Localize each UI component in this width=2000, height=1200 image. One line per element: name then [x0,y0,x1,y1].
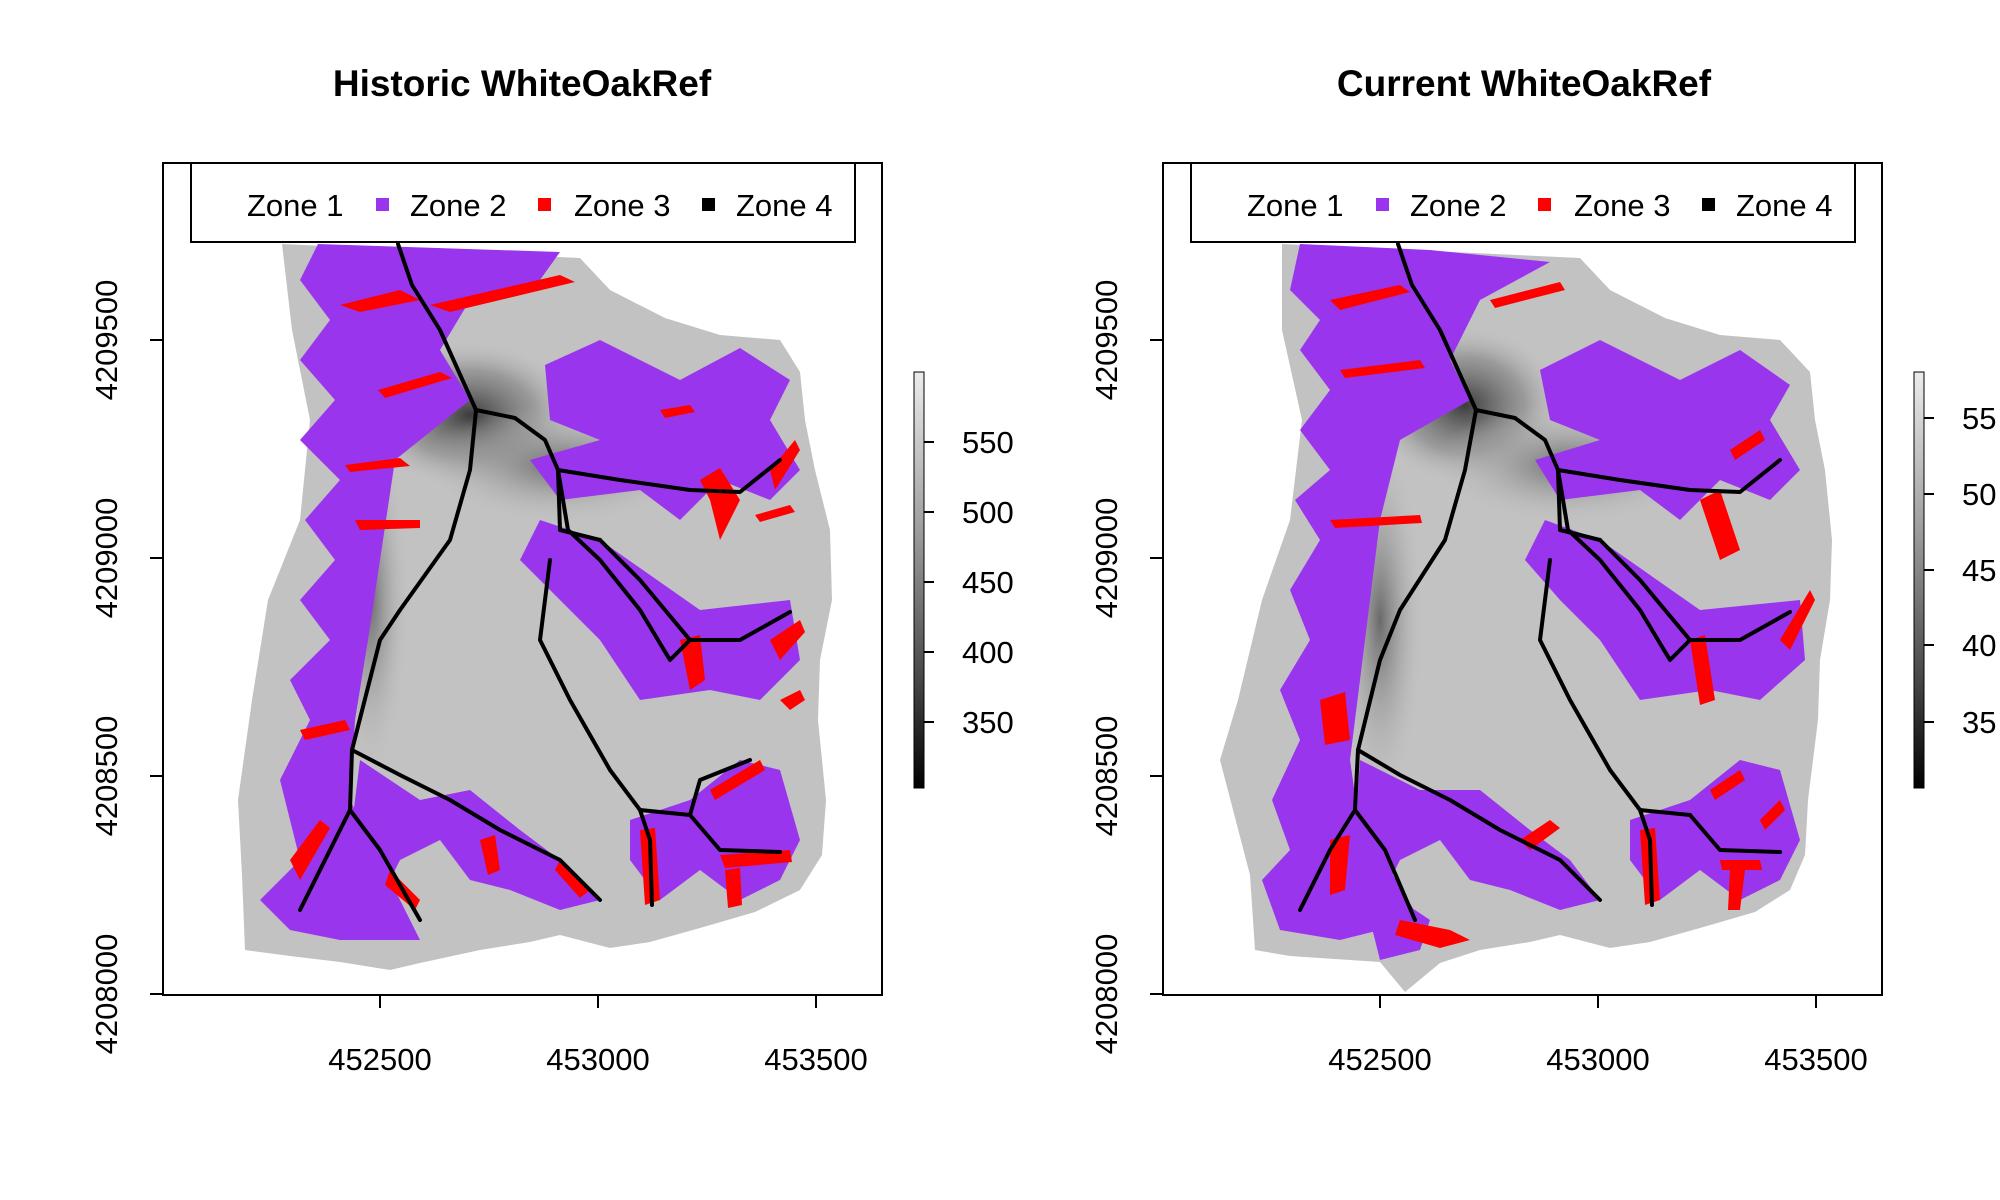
current-x-tick: 453500 [1764,1042,1867,1077]
legend-zone3-swatch [1538,198,1551,211]
colorbar-tick: 400 [962,635,1014,670]
current-x-axis [1379,995,1817,1008]
legend-box [190,162,856,243]
zone4-streams [1298,242,1792,922]
historic-y-tick: 4209500 [89,280,124,401]
historic-y-tick: 4208000 [89,934,124,1055]
current-title: Current WhiteOakRef [1337,63,1712,104]
colorbar-tick: 35 [1962,705,1996,740]
historic-x-tick: 453000 [546,1042,649,1077]
current-colorbar: 35 40 45 50 55 [1913,371,1996,789]
legend-zone2-label: Zone 2 [1410,188,1507,223]
historic-title: Historic WhiteOakRef [333,63,712,104]
zone3-areas [1320,282,1815,948]
colorbar-ramp [1913,371,1925,789]
current-map [1220,242,1832,992]
historic-x-tick: 452500 [328,1042,431,1077]
colorbar-tick: 45 [1962,553,1996,588]
legend-zone2-swatch [376,198,389,211]
current-y-tick: 4209000 [1089,498,1124,619]
legend-zone1-label: Zone 1 [247,188,344,223]
current-x-tick: 452500 [1328,1042,1431,1077]
legend-zone3-swatch [538,198,551,211]
legend-zone1-label: Zone 1 [1247,188,1344,223]
historic-legend: Zone 1 Zone 2 Zone 3 Zone 4 [190,162,856,243]
historic-x-tick: 453500 [764,1042,867,1077]
legend-box [1190,162,1856,243]
legend-zone3-label: Zone 3 [1574,188,1671,223]
legend-zone3-label: Zone 3 [574,188,671,223]
current-legend: Zone 1 Zone 2 Zone 3 Zone 4 [1190,162,1856,243]
colorbar-tick: 350 [962,705,1014,740]
current-y-tick: 4208000 [1089,934,1124,1055]
zone4-streams [298,242,792,922]
historic-panel: Historic WhiteOakRef [89,63,1014,1077]
current-y-tick: 4208500 [1089,716,1124,837]
historic-y-axis [150,339,163,995]
legend-zone4-label: Zone 4 [736,188,833,223]
current-y-axis [1150,339,1163,995]
current-panel: Current WhiteOakRef [1089,63,1996,1077]
colorbar-tick: 50 [1962,477,1996,512]
historic-x-axis [379,995,817,1008]
current-x-tick: 453000 [1546,1042,1649,1077]
historic-colorbar: 350 400 450 500 550 [913,371,1014,789]
colorbar-tick: 55 [1962,401,1996,436]
legend-zone4-swatch [1702,198,1715,211]
colorbar-tick: 40 [1962,628,1996,663]
zone3-areas [290,275,805,910]
historic-y-tick: 4208500 [89,716,124,837]
current-y-tick: 4209500 [1089,280,1124,401]
legend-zone4-label: Zone 4 [1736,188,1833,223]
legend-zone4-swatch [702,198,715,211]
legend-zone2-label: Zone 2 [410,188,507,223]
historic-y-tick: 4209000 [89,498,124,619]
colorbar-tick: 500 [962,495,1014,530]
legend-zone2-swatch [1376,198,1389,211]
colorbar-tick: 450 [962,565,1014,600]
historic-map [238,242,832,970]
colorbar-ramp [913,371,925,789]
colorbar-tick: 550 [962,425,1014,460]
